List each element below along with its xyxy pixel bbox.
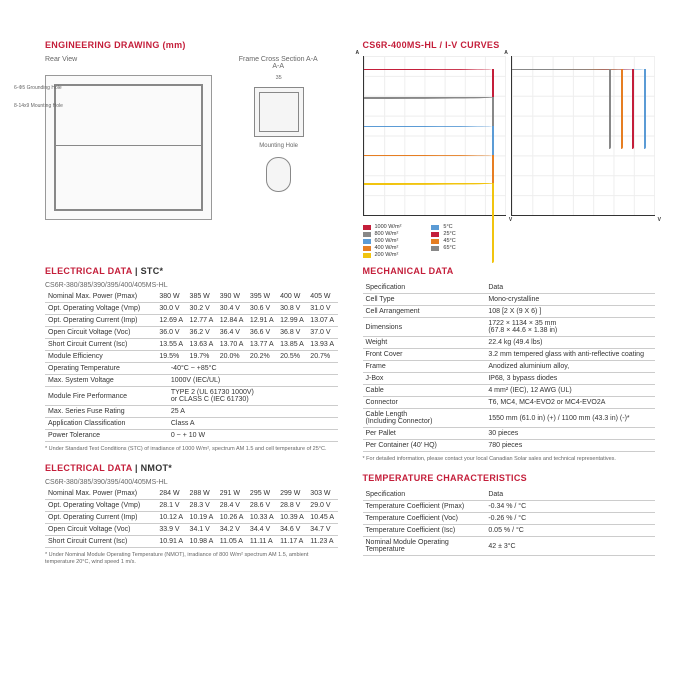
mech-table: SpecificationDataCell TypeMono-crystalli…: [363, 282, 656, 452]
stc-title: ELECTRICAL DATA | STC*: [45, 266, 338, 276]
nmot-title: ELECTRICAL DATA | NMOT*: [45, 463, 338, 473]
iv-curves-title: CS6R-400MS-HL / I-V CURVES: [363, 40, 656, 50]
iv-chart-irradiance: A V: [363, 56, 507, 216]
nmot-model: CS6R-380/385/390/395/400/405MS-HL: [45, 479, 338, 486]
stc-table: Nominal Max. Power (Pmax)380 W385 W390 W…: [45, 291, 338, 363]
mech-title: MECHANICAL DATA: [363, 266, 656, 276]
eng-drawing-title: ENGINEERING DRAWING (mm): [45, 40, 338, 50]
dim-mount: 8-14x9 Mounting Hole: [14, 104, 63, 110]
stc-table2: Operating Temperature-40°C ~ +85°CMax. S…: [45, 363, 338, 442]
dim-35: 35: [276, 75, 282, 81]
rear-view-diagram: 6-Φ5 Grounding Hole 8-14x9 Mounting Hole: [45, 75, 212, 220]
mount-hole-label: Mounting Hole: [259, 143, 298, 149]
mech-note: * For detailed information, please conta…: [363, 456, 656, 463]
temp-title: TEMPERATURE CHARACTERISTICS: [363, 473, 656, 483]
dim-grounding: 6-Φ5 Grounding Hole: [14, 86, 62, 92]
frame-cross-section: [254, 87, 304, 137]
axis-x: V: [658, 217, 661, 223]
rear-view-label: Rear View: [45, 56, 211, 70]
axis-y: A: [504, 50, 508, 56]
iv-legend: 1000 W/m²800 W/m²600 W/m²400 W/m²200 W/m…: [363, 224, 656, 258]
cross-section-label: Frame Cross Section A-AA-A: [219, 56, 338, 70]
temp-table: SpecificationDataTemperature Coefficient…: [363, 489, 656, 556]
stc-model: CS6R-380/385/390/395/400/405MS-HL: [45, 282, 338, 289]
axis-y: A: [356, 50, 360, 56]
iv-charts: A V A V: [363, 56, 656, 216]
iv-chart-temperature: A V: [511, 56, 655, 216]
engineering-drawing: 6-Φ5 Grounding Hole 8-14x9 Mounting Hole…: [45, 75, 338, 220]
nmot-table: Nominal Max. Power (Pmax)284 W288 W291 W…: [45, 488, 338, 548]
mounting-hole-diagram: [266, 157, 291, 192]
axis-x: V: [509, 217, 512, 223]
nmot-note: * Under Nominal Module Operating Tempera…: [45, 552, 338, 566]
stc-note: * Under Standard Test Conditions (STC) o…: [45, 446, 338, 453]
